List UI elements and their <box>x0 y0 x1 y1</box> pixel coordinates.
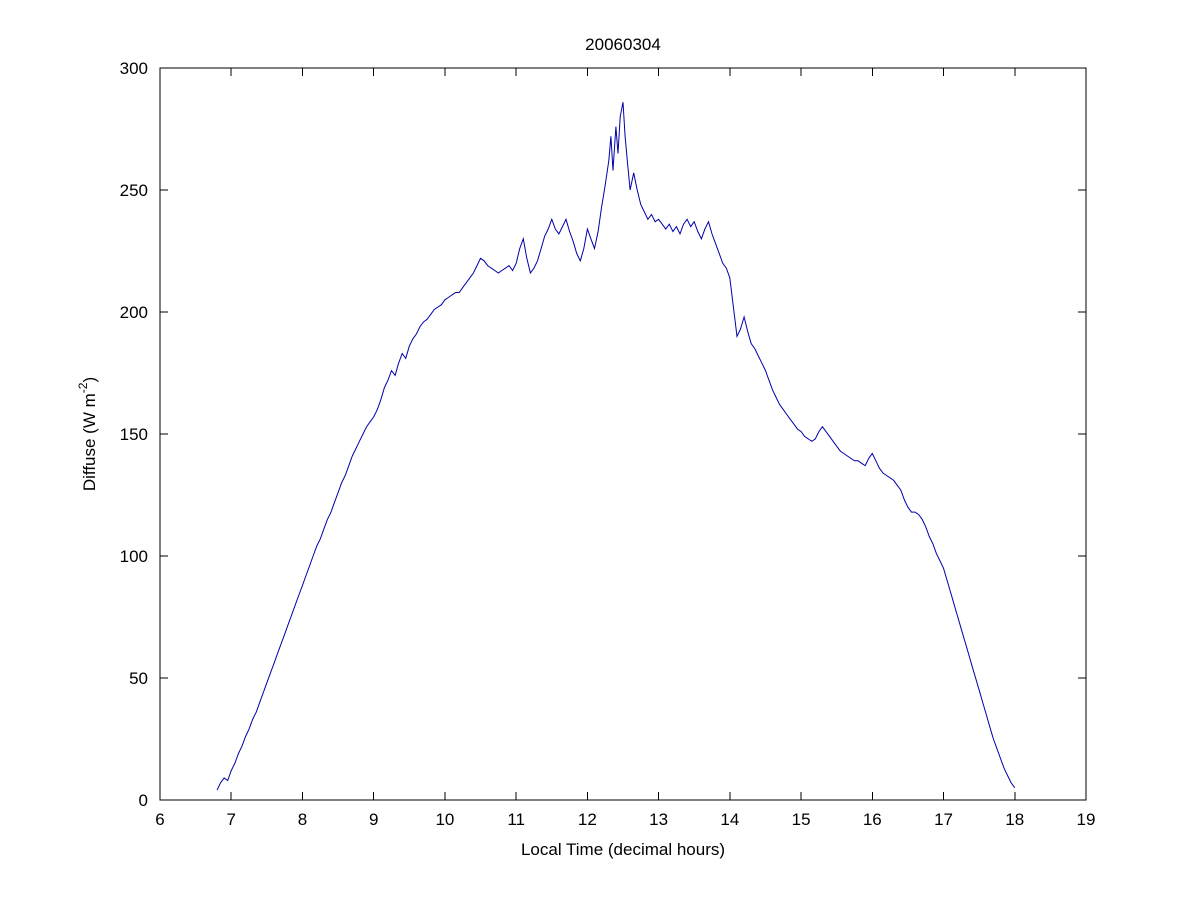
x-tick-label: 10 <box>435 810 454 829</box>
y-tick-label: 50 <box>129 669 148 688</box>
x-tick-label: 11 <box>507 810 525 829</box>
y-tick-label: 250 <box>120 181 148 200</box>
y-tick-label: 300 <box>120 59 148 78</box>
x-tick-label: 9 <box>369 810 378 829</box>
chart-title: 20060304 <box>585 35 661 54</box>
y-axis-label: Diffuse (W m-2) <box>76 377 99 491</box>
x-tick-label: 7 <box>226 810 235 829</box>
x-tick-label: 16 <box>863 810 882 829</box>
x-tick-label: 6 <box>155 810 164 829</box>
y-tick-label: 200 <box>120 303 148 322</box>
y-tick-label: 0 <box>139 791 148 810</box>
y-tick-label: 150 <box>120 425 148 444</box>
x-tick-label: 14 <box>720 810 739 829</box>
y-tick-label: 100 <box>120 547 148 566</box>
diffuse-series-line <box>216 102 1016 791</box>
x-tick-label: 8 <box>298 810 307 829</box>
x-tick-label: 13 <box>649 810 668 829</box>
x-tick-label: 18 <box>1005 810 1024 829</box>
x-tick-label: 12 <box>578 810 597 829</box>
x-tick-label: 17 <box>934 810 953 829</box>
x-axis-label: Local Time (decimal hours) <box>521 840 725 859</box>
plot-box <box>159 67 1087 801</box>
x-tick-label: 15 <box>792 810 811 829</box>
x-tick-label: 19 <box>1077 810 1096 829</box>
